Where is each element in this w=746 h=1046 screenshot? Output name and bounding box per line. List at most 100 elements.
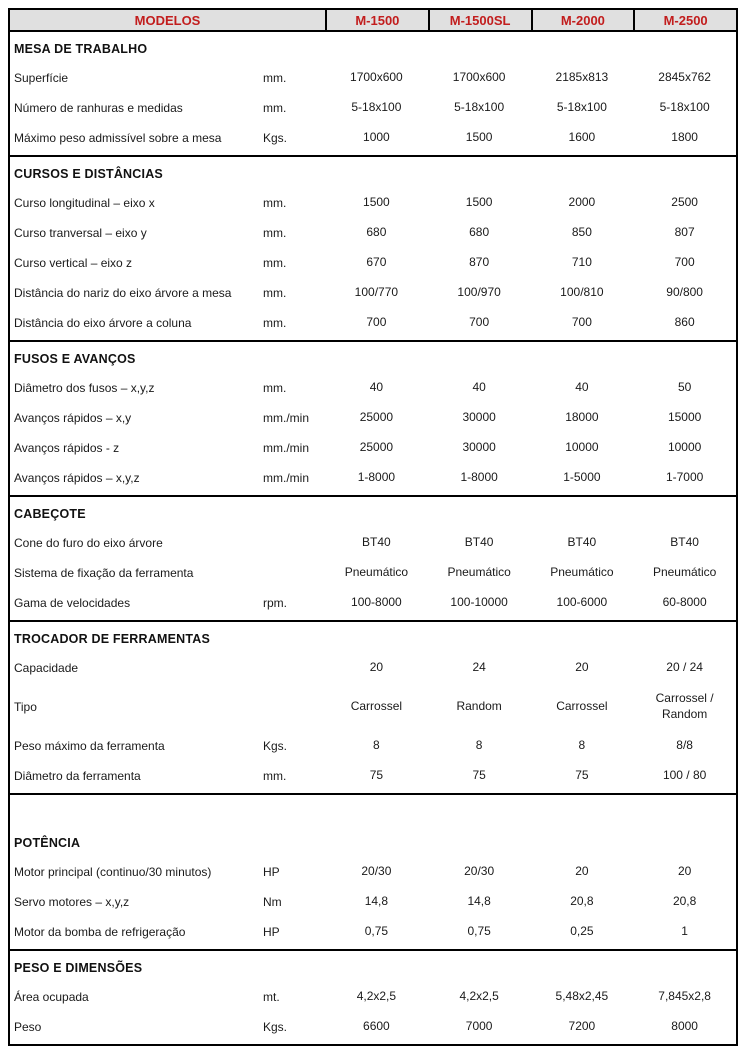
- row-value: 2185x813: [555, 70, 609, 85]
- spec-table: MODELOS M-1500 M-1500SL M-2000 M-2500 ME…: [8, 8, 738, 1046]
- table-header-row: MODELOS M-1500 M-1500SL M-2000 M-2500: [10, 10, 736, 32]
- spec-row: Curso vertical – eixo z mm. 670 870 710 700: [10, 248, 736, 278]
- row-value: 1500: [363, 195, 390, 210]
- row-label: Avanços rápidos – x,y: [14, 411, 132, 425]
- row-unit: Kgs.: [263, 1020, 288, 1034]
- row-value: 0,75: [364, 924, 389, 939]
- row-value: 807: [674, 225, 695, 240]
- section-mesa-de-trabalho: MESA DE TRABALHO Superfície mm. 1700x600 170…: [10, 32, 736, 157]
- row-label: Sistema de fixação da ferramenta: [14, 566, 194, 580]
- row-value: 5,48x2,45: [555, 989, 609, 1004]
- row-value: 860: [674, 315, 695, 330]
- row-value: 8: [578, 738, 586, 753]
- spec-row: Peso máximo da ferramenta Kgs. 8 8 8 8/8: [10, 731, 736, 761]
- row-label: Motor principal (continuo/30 minutos): [14, 865, 212, 879]
- spec-row: Peso Kgs. 6600 7000 7200 8000: [10, 1012, 736, 1042]
- row-value: 1800: [671, 130, 698, 145]
- row-unit: mt.: [263, 990, 280, 1004]
- spec-row: Área ocupada mt. 4,2x2,5 4,2x2,5 5,48x2,45 7,…: [10, 982, 736, 1012]
- row-value: 2500: [671, 195, 698, 210]
- row-label: Número de ranhuras e medidas: [14, 101, 183, 115]
- spec-row: Distância do nariz do eixo árvore a mesa…: [10, 278, 736, 308]
- row-value: 0,25: [570, 924, 594, 939]
- row-value: 60-8000: [662, 595, 707, 610]
- row-unit: mm.: [263, 226, 287, 240]
- row-value: 100-8000: [351, 595, 402, 610]
- section-title: FUSOS E AVANÇOS: [14, 352, 136, 366]
- row-value: 1-5000: [563, 470, 601, 485]
- section-peso-e-dimensoes: PESO E DIMENSÕES Área ocupada mt. 4,2x2,5 4,…: [10, 951, 736, 1044]
- section-potencia: POTÊNCIA Motor principal (continuo/30 min…: [10, 795, 736, 951]
- row-value: 1700x600: [452, 70, 506, 85]
- row-value: 100-6000: [556, 595, 608, 610]
- row-label: Superfície: [14, 71, 69, 85]
- row-value: 20 / 24: [666, 660, 703, 675]
- row-value: 700: [674, 255, 695, 270]
- row-value: 7200: [568, 1019, 596, 1034]
- row-unit: HP: [263, 925, 280, 939]
- row-value: 8: [373, 738, 380, 753]
- section-title: PESO E DIMENSÕES: [14, 961, 143, 975]
- row-value: BT40: [567, 535, 597, 550]
- row-value: 870: [469, 255, 490, 270]
- row-value: 8/8: [676, 738, 693, 753]
- row-value: 5-18x100: [454, 100, 505, 115]
- row-label: Avanços rápidos – x,y,z: [14, 471, 140, 485]
- row-value: 20/30: [361, 864, 392, 879]
- section-title: CURSOS E DISTÂNCIAS: [14, 167, 163, 181]
- row-unit: mm.: [263, 256, 287, 270]
- row-value: 700: [469, 315, 490, 330]
- row-unit: mm.: [263, 316, 287, 330]
- section-cursos-e-distancias: CURSOS E DISTÂNCIAS Curso longitudinal – …: [10, 157, 736, 342]
- header-model-m2500: M-2500: [633, 10, 736, 30]
- row-value: Pneumático: [447, 565, 511, 580]
- row-value: 100/770: [354, 285, 399, 300]
- table-body: MESA DE TRABALHO Superfície mm. 1700x600 170…: [10, 32, 736, 1044]
- row-value: 1-8000: [357, 470, 396, 485]
- row-value: Carrossel: [556, 699, 608, 714]
- row-label: Avanços rápidos - z: [14, 441, 120, 455]
- section-trocador-de-ferramentas: TROCADOR DE FERRAMENTAS Capacidade 20 24 20 2…: [10, 622, 736, 795]
- spec-row: Número de ranhuras e medidas mm. 5-18x100 5…: [10, 93, 736, 123]
- row-value: 1000: [363, 130, 390, 145]
- row-value: 4,2x2,5: [356, 989, 397, 1004]
- spec-row: Diâmetro dos fusos – x,y,z mm. 40 40 40 50: [10, 373, 736, 403]
- row-value: Pneumático: [652, 565, 717, 580]
- row-unit: mm.: [263, 101, 287, 115]
- row-value: 40: [472, 380, 486, 395]
- row-value: 100/810: [560, 285, 604, 300]
- row-label: Curso tranversal – eixo y: [14, 226, 147, 240]
- row-unit: mm./min: [263, 411, 309, 425]
- row-value: 20,8: [672, 894, 697, 909]
- row-label: Servo motores – x,y,z: [14, 895, 130, 909]
- header-model-m1500sl: M-1500SL: [427, 10, 531, 30]
- row-value: 4,2x2,5: [459, 989, 499, 1004]
- spec-row: Distância do eixo árvore a coluna mm. 700 7…: [10, 308, 736, 338]
- row-value: 18000: [565, 410, 599, 425]
- row-value: 1500: [465, 195, 493, 210]
- spec-row: Motor principal (continuo/30 minutos) HP 2…: [10, 857, 736, 887]
- row-value: 20: [575, 660, 589, 675]
- row-value: 100/970: [457, 285, 501, 300]
- row-value: 6600: [363, 1019, 390, 1034]
- row-value: 75: [575, 768, 589, 783]
- row-value: 20/30: [464, 864, 495, 879]
- row-value: 710: [571, 255, 592, 270]
- row-value: 100-10000: [450, 595, 508, 610]
- row-label: Cone do furo do eixo árvore: [14, 536, 163, 550]
- row-value: 700: [366, 315, 387, 330]
- row-value: 1-7000: [665, 470, 704, 485]
- row-value: 670: [366, 255, 387, 270]
- row-value: BT40: [670, 535, 699, 550]
- row-value: 680: [366, 225, 387, 240]
- header-models: MODELOS: [134, 13, 201, 28]
- row-value: 1: [681, 924, 688, 939]
- spec-row: Curso longitudinal – eixo x mm. 1500 1500 20…: [10, 188, 736, 218]
- spec-row: Tipo Carrossel Random Carrossel Carrossel / …: [10, 683, 736, 731]
- row-value: 75: [369, 768, 384, 783]
- row-unit: mm./min: [263, 441, 309, 455]
- row-value: Pneumático: [344, 565, 409, 580]
- row-label: Tipo: [14, 700, 37, 714]
- row-value: 0,75: [467, 924, 491, 939]
- spec-sheet: MODELOS M-1500 M-1500SL M-2000 M-2500 ME…: [8, 8, 738, 1046]
